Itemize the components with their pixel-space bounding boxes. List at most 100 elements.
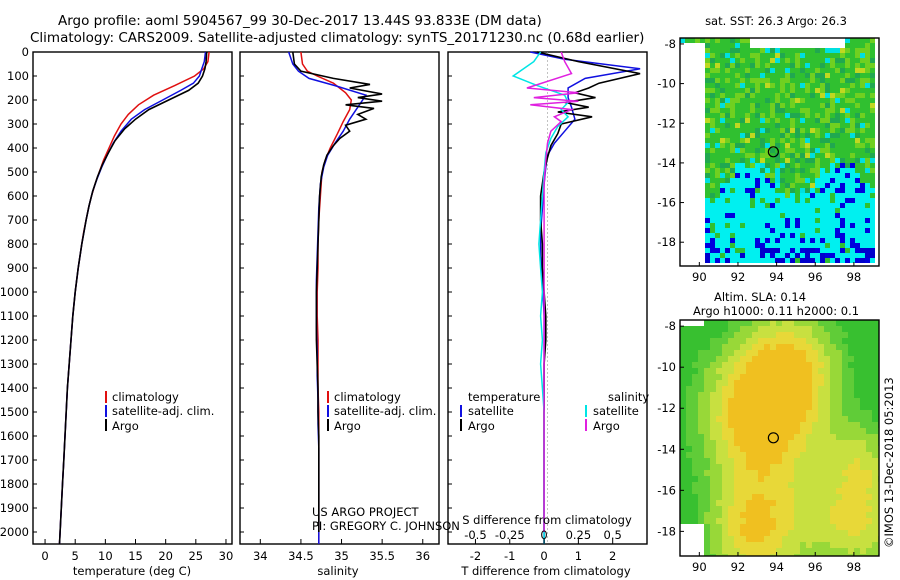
sla-cell <box>782 320 788 326</box>
sla-cell <box>776 530 782 536</box>
sst-cell <box>855 148 860 153</box>
sst-cell <box>760 58 765 63</box>
sla-cell <box>866 476 872 482</box>
sst-cell <box>755 203 760 208</box>
sst-cell <box>710 58 715 63</box>
sst-cell <box>855 163 860 168</box>
sla-cell <box>836 350 842 356</box>
sla-map-frame <box>679 319 880 557</box>
sst-cell <box>740 48 745 53</box>
sla-cell <box>818 422 824 428</box>
sst-cell <box>740 213 745 218</box>
sst-cell <box>705 238 710 243</box>
sst-cell <box>795 98 800 103</box>
sst-cell <box>740 253 745 258</box>
sst-cell <box>780 118 785 123</box>
sla-cell <box>830 416 836 422</box>
sla-cell <box>686 494 692 500</box>
sst-cell <box>720 243 725 248</box>
sst-cell <box>750 68 755 73</box>
sst-cell <box>810 173 815 178</box>
sla-cell <box>872 470 878 476</box>
sst-cell <box>760 93 765 98</box>
sla-cell <box>806 320 812 326</box>
sst-cell <box>780 188 785 193</box>
sst-cell <box>815 243 820 248</box>
sla-cell <box>848 344 854 350</box>
sla-cell <box>716 332 722 338</box>
sst-cell <box>795 78 800 83</box>
sla-cell <box>824 320 830 326</box>
sla-cell <box>758 524 764 530</box>
sst-cell <box>740 43 745 48</box>
sla-cell <box>866 368 872 374</box>
sla-cell <box>716 458 722 464</box>
sst-cell <box>795 88 800 93</box>
sla-cell <box>830 554 836 556</box>
sla-cell <box>692 434 698 440</box>
sst-cell <box>725 173 730 178</box>
sla-cell <box>818 428 824 434</box>
sla-cell <box>800 464 806 470</box>
sla-cell <box>728 470 734 476</box>
sst-cell <box>720 83 725 88</box>
sst-cell <box>760 133 765 138</box>
sst-cell <box>785 98 790 103</box>
sla-cell <box>794 356 800 362</box>
sla-cell <box>782 368 788 374</box>
sst-cell <box>740 148 745 153</box>
sst-cell <box>760 98 765 103</box>
sst-cell <box>830 68 835 73</box>
sla-cell <box>800 524 806 530</box>
y-tick-label: 900 <box>7 261 29 275</box>
imos-watermark: ©IMOS 13-Dec-2018 05:2013 <box>882 377 896 548</box>
sst-cell <box>740 53 745 58</box>
sla-cell <box>824 500 830 506</box>
sst-cell <box>860 218 865 223</box>
sla-cell <box>824 350 830 356</box>
difference-legend: temperature satellite Argo salinity sate… <box>460 390 649 433</box>
sst-cell <box>760 228 765 233</box>
sla-cell <box>830 332 836 338</box>
sst-cell <box>830 123 835 128</box>
sla-cell <box>716 368 722 374</box>
sst-cell <box>850 43 855 48</box>
sla-cell <box>854 470 860 476</box>
sst-cell <box>870 253 875 258</box>
sla-cell <box>842 452 848 458</box>
sst-cell <box>865 158 870 163</box>
sst-cell <box>710 68 715 73</box>
sla-cell <box>704 524 710 530</box>
sst-cell <box>850 38 855 43</box>
sst-cell <box>745 68 750 73</box>
sst-cell <box>750 88 755 93</box>
sst-cell <box>805 58 810 63</box>
sla-map-panel: Altim. SLA: 0.14 Argo h1000: 0.11 h2000:… <box>657 290 880 574</box>
sla-cell <box>752 524 758 530</box>
sla-cell <box>824 410 830 416</box>
sla-cell <box>710 332 716 338</box>
sla-cell <box>692 338 698 344</box>
sst-cell <box>855 118 860 123</box>
map-y-label: -18 <box>657 235 676 249</box>
sst-cell <box>780 153 785 158</box>
sst-cell <box>870 223 875 228</box>
sla-cell <box>830 548 836 554</box>
sst-cell <box>760 53 765 58</box>
sst-cell <box>705 153 710 158</box>
sla-cell <box>728 464 734 470</box>
sla-cell <box>794 554 800 556</box>
sla-cell <box>704 338 710 344</box>
sst-cell <box>850 188 855 193</box>
sst-cell <box>815 198 820 203</box>
sst-cell <box>815 63 820 68</box>
sla-cell <box>812 452 818 458</box>
sst-cell <box>820 248 825 253</box>
sla-cell <box>860 320 866 326</box>
sst-cell <box>820 253 825 258</box>
sla-cell <box>830 374 836 380</box>
sst-cell <box>800 68 805 73</box>
sst-cell <box>705 63 710 68</box>
sst-cell <box>730 193 735 198</box>
sst-cell <box>720 123 725 128</box>
